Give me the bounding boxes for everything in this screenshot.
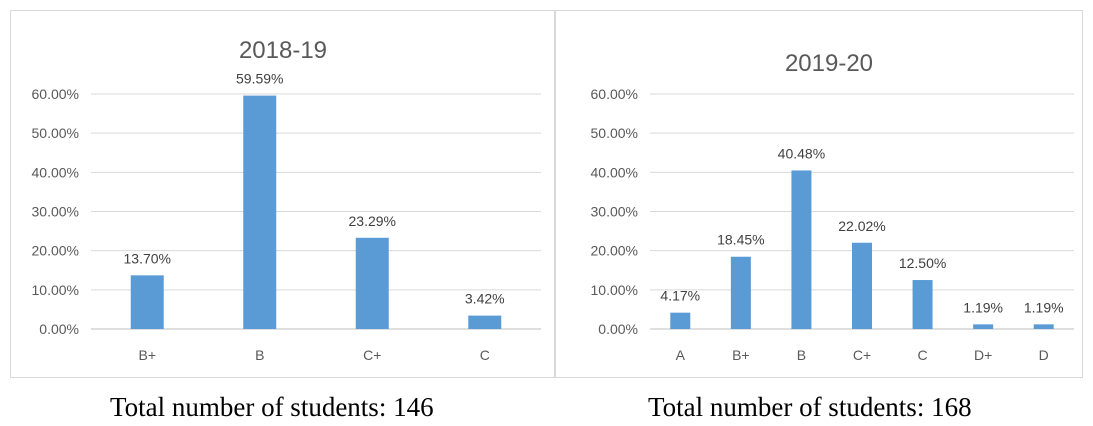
- y-tick-label: 20.00%: [591, 243, 638, 259]
- data-label: 13.70%: [124, 250, 171, 266]
- x-tick-label: B+: [138, 347, 156, 363]
- x-tick-label: D+: [974, 347, 992, 363]
- data-label: 18.45%: [717, 232, 764, 248]
- chart-title: 2018-19: [239, 37, 327, 64]
- y-tick-label: 30.00%: [32, 204, 79, 220]
- y-tick-label: 30.00%: [591, 204, 638, 220]
- y-tick-label: 60.00%: [591, 86, 638, 102]
- bar-c: [912, 280, 933, 329]
- bar-c: [468, 315, 502, 329]
- data-label: 59.59%: [236, 71, 283, 87]
- y-tick-label: 10.00%: [591, 282, 638, 298]
- bar-d: [1033, 324, 1054, 329]
- data-label: 3.42%: [465, 291, 505, 307]
- y-tick-label: 0.00%: [39, 321, 79, 337]
- x-tick-label: C: [918, 347, 928, 363]
- chart-panel-2018-19: 2018-19 0.00% 10.00% 20.00% 30.00% 40.00% 50.0…: [10, 10, 555, 378]
- x-tick-label: C: [480, 347, 490, 363]
- y-tick-label: 40.00%: [32, 164, 79, 180]
- x-tick-label: C+: [363, 347, 381, 363]
- data-label: 22.02%: [838, 218, 885, 234]
- x-tick-label: A: [676, 347, 686, 363]
- data-label: 40.48%: [778, 145, 825, 161]
- data-label: 1.19%: [963, 299, 1003, 315]
- x-tick-label: B: [255, 347, 264, 363]
- bar-chart-2018-19: 2018-19 0.00% 10.00% 20.00% 30.00% 40.00% 50.0…: [32, 37, 541, 363]
- bar-b-plus: [130, 275, 164, 329]
- bar-b-plus: [730, 256, 751, 329]
- bar-b: [791, 170, 812, 329]
- data-label: 23.29%: [349, 213, 396, 229]
- y-tick-label: 20.00%: [32, 243, 79, 259]
- bar-c-plus: [852, 242, 872, 329]
- data-label: 4.17%: [660, 288, 700, 304]
- x-tick-label: B+: [732, 347, 750, 363]
- caption-total-students-2019-20: Total number of students: 168: [648, 392, 972, 422]
- bar-c-plus: [355, 237, 389, 329]
- x-tick-label: D: [1039, 347, 1049, 363]
- y-tick-label: 10.00%: [32, 282, 79, 298]
- x-tick-label: B: [797, 347, 806, 363]
- data-label: 12.50%: [899, 255, 946, 271]
- chart-title: 2019-20: [785, 50, 873, 77]
- bar-d-plus: [973, 324, 994, 329]
- y-tick-label: 50.00%: [591, 125, 638, 141]
- y-tick-label: 0.00%: [598, 321, 638, 337]
- bar-b: [243, 95, 277, 329]
- bar-a: [670, 312, 691, 329]
- chart-panel-2019-20: 2019-20 0.00% 10.00% 20.00% 30.00% 40.00% 50.0…: [555, 10, 1083, 378]
- y-tick-label: 50.00%: [32, 125, 79, 141]
- bar-chart-2019-20: 2019-20 0.00% 10.00% 20.00% 30.00% 40.00% 50.0…: [591, 50, 1074, 363]
- caption-total-students-2018-19: Total number of students: 146: [110, 392, 434, 422]
- x-tick-label: C+: [853, 347, 871, 363]
- y-tick-label: 40.00%: [591, 164, 638, 180]
- y-tick-label: 60.00%: [32, 86, 79, 102]
- data-label: 1.19%: [1024, 299, 1064, 315]
